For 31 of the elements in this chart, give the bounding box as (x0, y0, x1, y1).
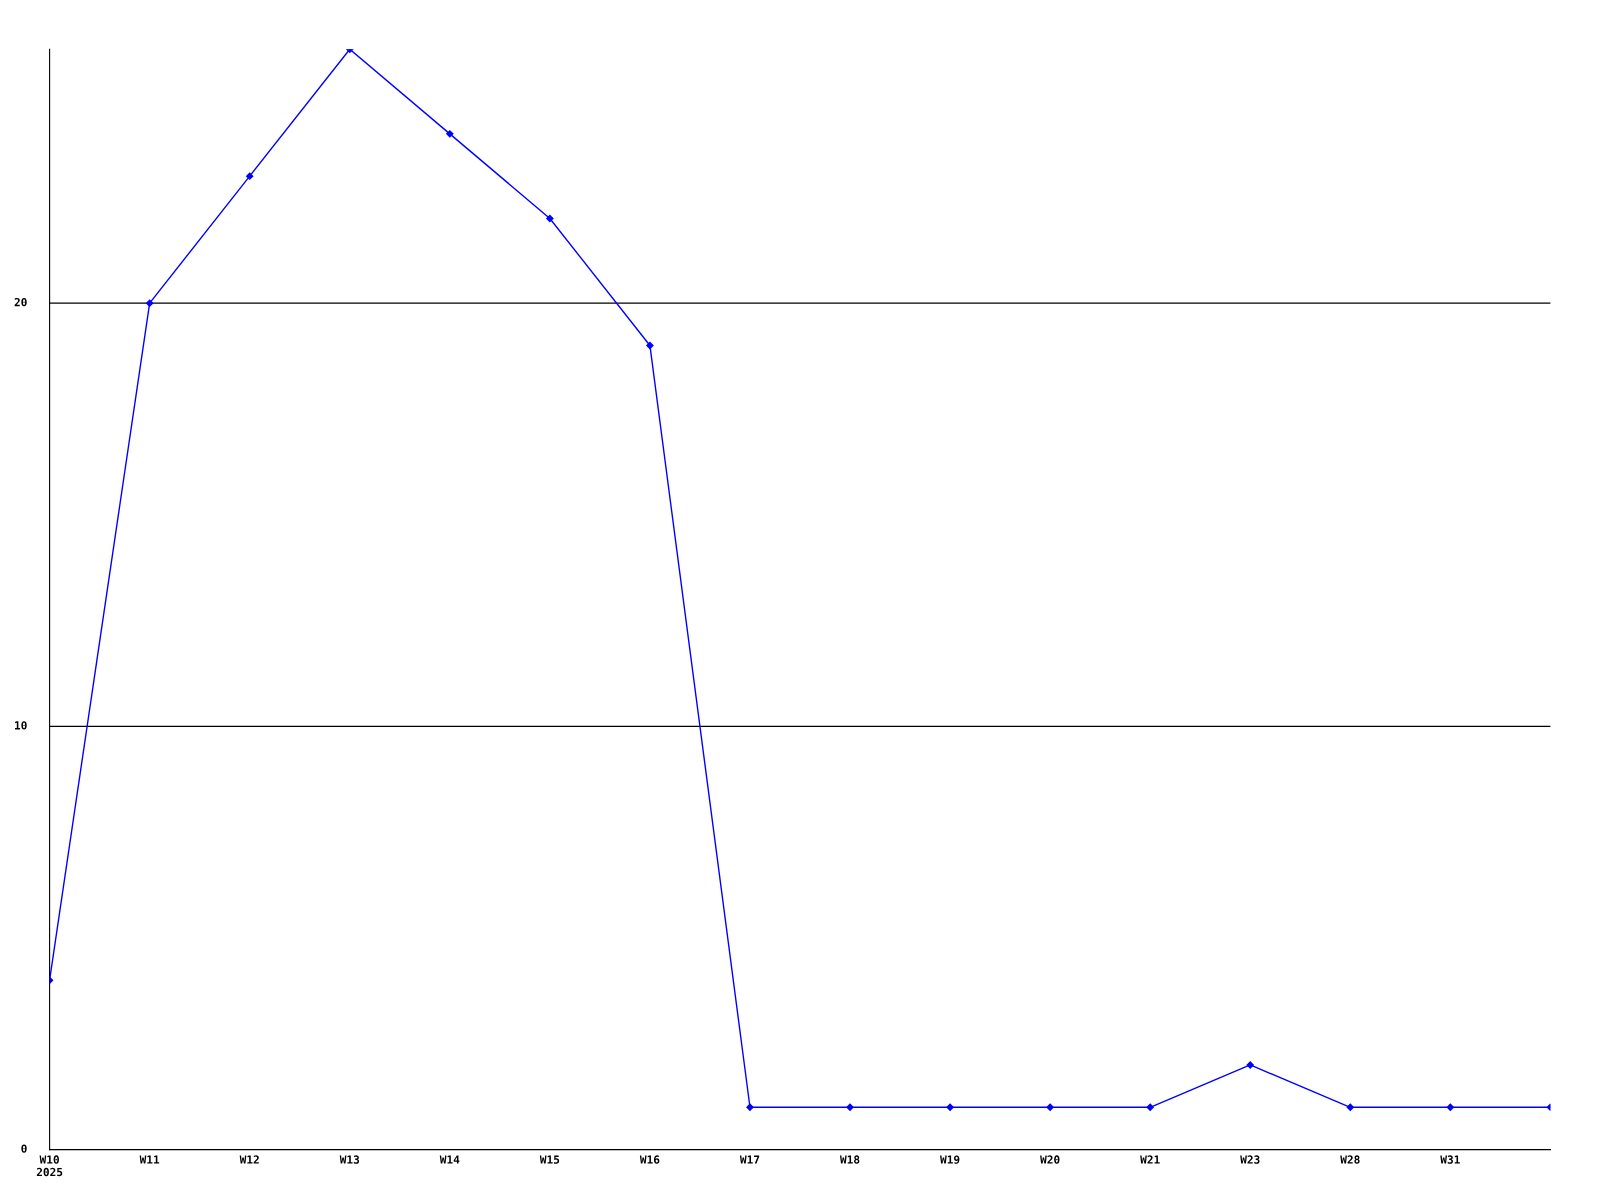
x-tick-label: W19 (940, 1155, 960, 1164)
point (546, 214, 554, 223)
point (646, 341, 654, 350)
point (446, 130, 454, 138)
x-tick-label: W16 (639, 1155, 660, 1164)
point (1446, 1103, 1454, 1111)
x-tick-label: W11 (139, 1155, 160, 1164)
point (146, 299, 154, 307)
point (846, 1103, 854, 1111)
x-tick-label: W31 (1440, 1155, 1460, 1164)
x-tick-label: W21 (1140, 1155, 1160, 1164)
point (746, 1103, 754, 1111)
x-tick-label: W10 2025 (36, 1155, 63, 1177)
point (1346, 1103, 1354, 1111)
x-tick-label: W20 (1040, 1155, 1060, 1164)
x-tick-label: W15 (539, 1155, 560, 1164)
x-tick-label: W28 (1340, 1155, 1360, 1164)
x-tick-label: W14 (439, 1155, 460, 1164)
x-tick-label: W13 (339, 1155, 360, 1164)
point (1246, 1061, 1254, 1069)
point (246, 172, 254, 180)
x-tick-label: W17 (739, 1155, 760, 1164)
y-tick-label: 10 (15, 721, 27, 730)
point (946, 1103, 954, 1111)
point (1146, 1103, 1154, 1111)
y-tick-label: 0 (21, 1144, 27, 1153)
x-tick-label: W18 (839, 1155, 860, 1164)
point (1046, 1103, 1054, 1111)
x-tick-label: W12 (239, 1155, 259, 1164)
x-tick-label: W23 (1240, 1155, 1260, 1164)
y-tick-label: 20 (14, 297, 27, 307)
